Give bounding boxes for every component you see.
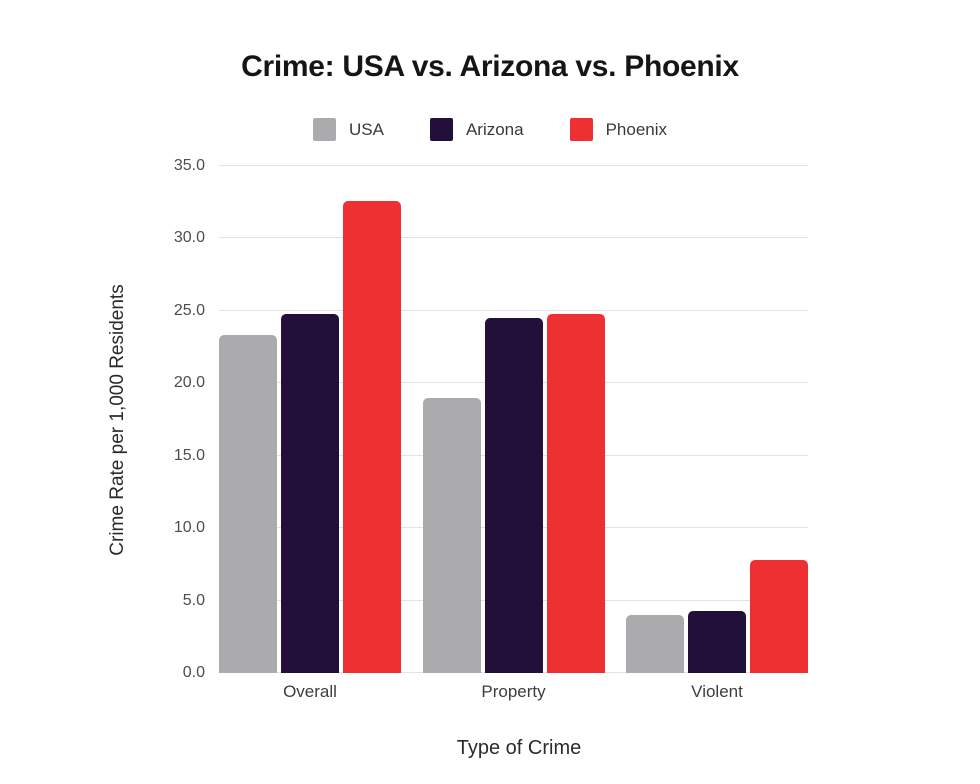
- legend-swatch-icon: [312, 118, 336, 141]
- y-tick-label: 35.0: [173, 157, 205, 174]
- bar-arizona-violent: [688, 610, 746, 673]
- x-tick-label-overall: Overall: [283, 682, 337, 701]
- bar-group-overall: [219, 166, 401, 673]
- legend-swatch-icon: [429, 118, 453, 141]
- y-tick-label: 30.0: [173, 229, 205, 247]
- bar-phoenix-property: [546, 313, 605, 673]
- bar-usa-property: [422, 397, 481, 673]
- y-tick-label: 10.0: [173, 519, 205, 537]
- gridline: [219, 165, 808, 166]
- legend-item-arizona: Arizona: [429, 118, 524, 141]
- bars-layer: [219, 166, 808, 673]
- chart-title: Crime: USA vs. Arizona vs. Phoenix: [241, 50, 739, 83]
- plot-area: Overall Property Violent 0.0 5.0 10.0 15.0 20.…: [174, 157, 808, 701]
- bar-group-property: [422, 166, 605, 673]
- bar-phoenix-overall: [343, 200, 401, 673]
- bar-group-violent: [626, 166, 808, 673]
- y-tick-label: 0.0: [182, 664, 205, 681]
- legend-item-usa: USA: [312, 118, 384, 141]
- legend-swatch-icon: [569, 118, 593, 141]
- legend-item-phoenix: Phoenix: [569, 118, 668, 141]
- y-tick-label: 20.0: [173, 374, 205, 392]
- legend-label: Arizona: [465, 119, 524, 139]
- x-tick-label-property: Property: [481, 682, 546, 701]
- y-tick-label: 25.0: [173, 301, 205, 319]
- legend-label: USA: [348, 119, 384, 139]
- bar-usa-violent: [626, 615, 684, 673]
- bar-usa-overall: [219, 335, 277, 673]
- gridline: [219, 237, 808, 239]
- y-tick-label: 15.0: [173, 446, 205, 464]
- y-axis-title: Crime Rate per 1,000 Residents: [107, 284, 128, 556]
- y-tick-label: 5.0: [182, 591, 205, 609]
- bar-arizona-property: [484, 318, 543, 673]
- x-axis-title: Type of Crime: [456, 737, 582, 759]
- gridline: [219, 309, 808, 311]
- x-tick-label-violent: Violent: [691, 682, 743, 701]
- legend-label: Phoenix: [605, 119, 668, 139]
- bar-phoenix-violent: [750, 560, 808, 673]
- bar-arizona-overall: [281, 313, 339, 673]
- legend: USA Arizona Phoenix: [0, 118, 980, 141]
- x-axis-tick-labels: Overall Property Violent: [219, 682, 808, 702]
